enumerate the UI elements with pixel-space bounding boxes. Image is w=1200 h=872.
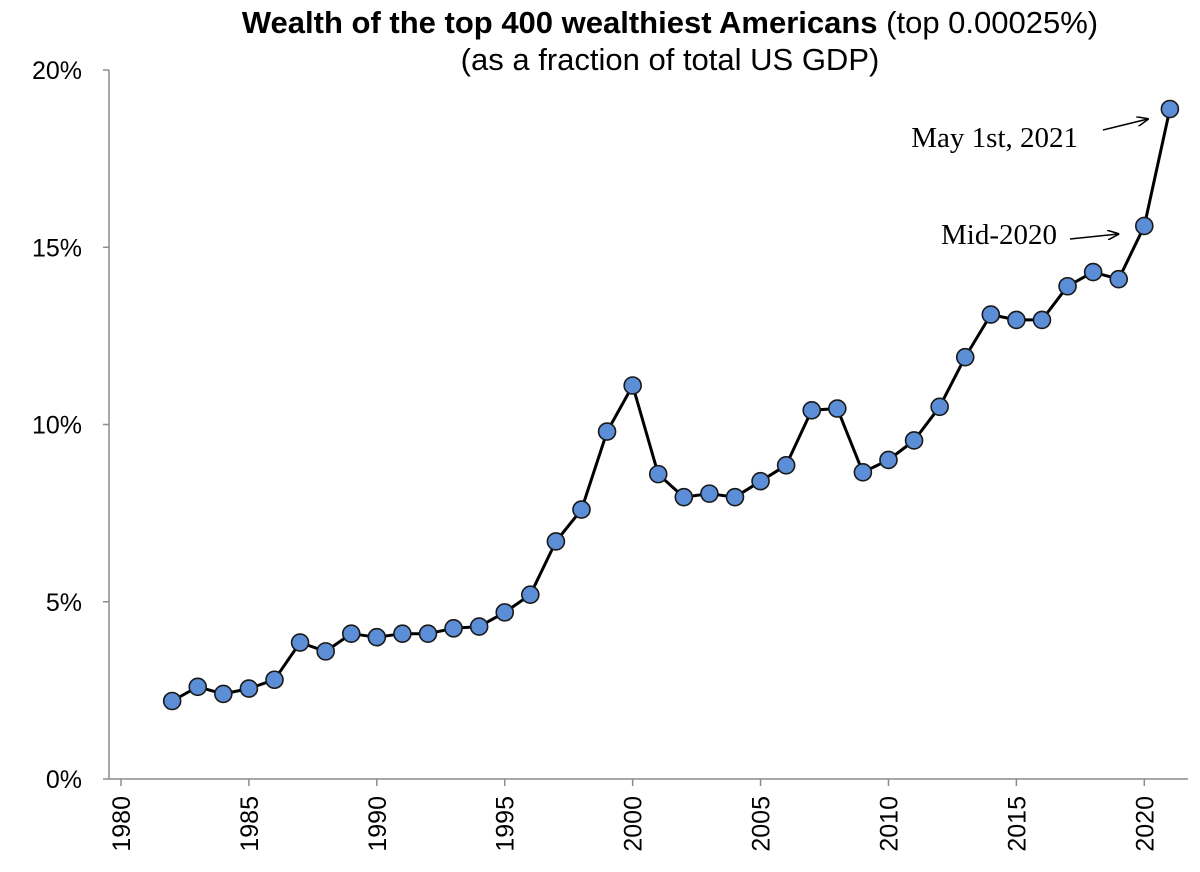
data-point — [341, 624, 361, 643]
data-point — [930, 397, 949, 417]
data-point — [1135, 216, 1154, 236]
data-point — [597, 422, 617, 441]
axis-ticks — [103, 69, 1146, 786]
x-tick-label: 1980 — [108, 796, 136, 852]
x-tick-label: 2005 — [748, 796, 776, 852]
tick-labels: 0% 5% 10% 15% 20% 1980 1985 1990 1995 2000 2005 201… — [32, 57, 1159, 852]
data-point — [955, 347, 975, 367]
data-point — [521, 585, 540, 604]
data-point — [495, 603, 515, 622]
annotation-label: Mid-2020 — [941, 219, 1057, 251]
data-point — [290, 633, 310, 652]
data-point — [444, 619, 463, 638]
data-point — [162, 691, 182, 711]
data-point — [214, 684, 233, 704]
data-point — [623, 376, 642, 395]
x-tick-label: 1990 — [364, 796, 392, 852]
data-point — [879, 450, 898, 470]
data-point — [674, 487, 694, 507]
data-point — [751, 471, 770, 491]
y-tick-label: 5% — [46, 589, 82, 617]
data-point — [367, 627, 387, 647]
data-point — [188, 677, 208, 697]
data-point — [700, 484, 719, 503]
data-point — [418, 624, 438, 643]
data-point — [1032, 310, 1052, 330]
data-point — [1007, 310, 1026, 330]
x-tick-label: 2015 — [1003, 796, 1031, 852]
y-tick-label: 0% — [46, 766, 82, 794]
data-points — [162, 99, 1180, 711]
data-point — [265, 670, 284, 690]
data-point — [776, 455, 796, 475]
data-point — [802, 401, 822, 420]
annotation-arrow — [1069, 234, 1118, 239]
series-line — [171, 108, 1172, 703]
data-point — [1058, 276, 1077, 296]
x-tick-label: 2010 — [875, 796, 903, 852]
data-point — [725, 487, 745, 507]
annotation-arrow — [1102, 119, 1148, 131]
annotations: May 1st, 2021 Mid-2020 — [911, 119, 1148, 251]
x-tick-label: 1995 — [492, 796, 520, 852]
chart-title: Wealth of the top 400 wealthiest America… — [0, 5, 1200, 41]
x-tick-label: 2020 — [1131, 796, 1159, 852]
x-tick-label: 2000 — [620, 796, 648, 852]
x-tick-label: 1985 — [236, 796, 264, 852]
data-point — [853, 463, 873, 482]
y-tick-label: 20% — [32, 57, 82, 85]
y-tick-label: 15% — [32, 234, 82, 262]
data-point — [572, 500, 591, 519]
data-point — [239, 679, 259, 698]
chart-subtitle: (as a fraction of total US GDP) — [460, 42, 880, 77]
chart-title-rest: (top 0.00025%) — [886, 5, 1099, 40]
data-point — [1109, 269, 1129, 289]
data-point — [981, 305, 1001, 324]
data-point — [393, 624, 412, 643]
data-point — [316, 642, 335, 661]
chart-title-bold: Wealth of the top 400 wealthiest America… — [241, 5, 878, 40]
data-point — [469, 617, 489, 636]
data-point — [1160, 99, 1180, 119]
data-point — [1083, 262, 1103, 282]
data-point — [828, 399, 847, 418]
y-tick-label: 10% — [32, 412, 82, 440]
data-point — [546, 532, 566, 551]
annotation-label: May 1st, 2021 — [911, 122, 1078, 154]
data-point — [904, 431, 924, 450]
data-point — [648, 464, 668, 484]
